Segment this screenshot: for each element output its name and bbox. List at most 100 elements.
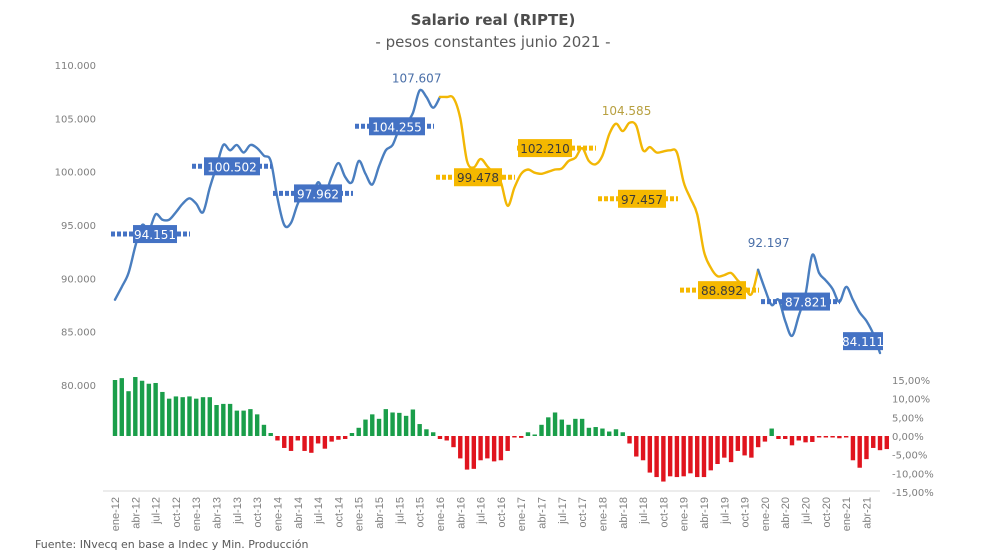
average-label: 94.151 (134, 228, 176, 242)
yoy-bar-positive (166, 398, 172, 436)
x-axis-tick: jul-13 (232, 497, 244, 525)
yoy-bar-positive (383, 409, 388, 436)
yoy-bar-negative (654, 436, 659, 478)
yoy-bar-positive (227, 403, 233, 436)
yoy-bar-positive (160, 391, 165, 436)
yoy-bar-positive (417, 424, 422, 436)
yoy-bar-negative (857, 436, 862, 468)
yoy-bar-negative (437, 436, 443, 439)
x-axis-tick: oct-13 (252, 497, 264, 528)
source-note: Fuente: INvecq en base a Indec y Min. Pr… (35, 538, 309, 551)
yoy-bar-positive (573, 418, 578, 436)
yoy-bar-negative (336, 436, 341, 440)
yoy-bar-positive (254, 414, 260, 436)
yoy-bar-negative (444, 436, 449, 441)
yoy-bar-positive (559, 419, 565, 436)
average-label-box (204, 157, 260, 176)
average-label: 87.821 (785, 296, 827, 310)
yoy-bar-positive (390, 412, 395, 436)
x-axis-tick: oct-15 (415, 497, 427, 528)
yoy-bar-positive (187, 396, 192, 436)
yoy-bar-negative (342, 436, 348, 439)
yoy-bar-positive (146, 383, 152, 436)
right-axis-tick: 15,00% (892, 376, 930, 387)
yoy-bar-negative (850, 436, 856, 461)
x-axis-tick: oct-19 (740, 497, 752, 528)
yoy-bar-positive (200, 397, 206, 436)
yoy-bar-negative (498, 436, 504, 461)
x-axis-tick: oct-14 (333, 497, 345, 528)
yoy-bar-negative (458, 436, 463, 459)
yoy-bar-positive (586, 427, 592, 436)
yoy-bar-negative (810, 436, 815, 442)
x-axis-tick: abr-20 (780, 497, 792, 529)
yoy-bar-negative (755, 436, 761, 448)
yoy-bar-negative (647, 436, 653, 473)
yoy-bar-positive (370, 414, 375, 436)
right-axis-tick: 10,00% (892, 395, 930, 406)
x-axis-tick: jul-14 (313, 497, 325, 525)
chart-subtitle: - pesos constantes junio 2021 - (375, 33, 610, 51)
x-axis-tick: abr-13 (212, 497, 224, 529)
yoy-bar-negative (735, 436, 741, 451)
average-label: 88.892 (701, 284, 743, 298)
x-axis-tick: abr-12 (130, 497, 142, 529)
yoy-bar-positive (579, 418, 585, 436)
average-label: 104.255 (372, 120, 422, 134)
salary-line-segment-blue (113, 88, 442, 301)
yoy-bar-positive (221, 403, 226, 436)
x-axis-tick: ene-20 (760, 497, 772, 531)
yoy-bar-positive (248, 409, 253, 436)
yoy-bar-positive (397, 412, 402, 436)
average-label: 97.962 (297, 187, 339, 201)
yoy-bar-positive (356, 427, 361, 436)
average-label-box (698, 281, 746, 300)
yoy-bar-positive (552, 412, 558, 436)
left-axis-tick: 105.000 (55, 114, 96, 125)
yoy-bar-positive (126, 391, 131, 436)
yoy-bar-positive (430, 432, 436, 436)
x-axis-tick: jul-12 (151, 497, 163, 525)
yoy-bar-negative (288, 436, 294, 451)
yoy-bars (112, 377, 889, 482)
yoy-bar-positive (525, 432, 531, 436)
salary-line-segment-yellow (438, 95, 760, 297)
yoy-bar-negative (478, 436, 483, 461)
right-axis-tick: -5,00% (892, 451, 927, 462)
x-axis-tick: abr-18 (618, 497, 630, 529)
yoy-bar-positive (769, 428, 774, 436)
average-label-box (133, 225, 177, 244)
average-label: 99.478 (457, 171, 499, 185)
period-averages: 94.151 100.502 97.962 104.255 99.478 102.210 9… (111, 117, 884, 351)
yoy-bar-positive (241, 410, 246, 436)
peak-label: 107.607 (392, 72, 442, 86)
yoy-bar-negative (701, 436, 707, 478)
yoy-bar-positive (207, 397, 212, 436)
yoy-bar-negative (627, 436, 632, 444)
yoy-bar-positive (194, 398, 199, 436)
x-axis-tick: jul-17 (557, 497, 569, 525)
yoy-bar-negative (282, 436, 287, 448)
yoy-bar-negative (640, 436, 646, 461)
yoy-bar-negative (681, 436, 686, 477)
x-axis-tick: jul-20 (801, 497, 813, 525)
average-label-box (294, 184, 342, 203)
x-axis-tick: ene-16 (435, 497, 447, 531)
x-axis-tick: oct-20 (821, 497, 833, 528)
yoy-bar-negative (451, 436, 456, 448)
x-axis-tick: oct-12 (171, 497, 183, 528)
yoy-bar-positive (403, 415, 409, 436)
yoy-bar-negative (512, 436, 517, 438)
right-axis-tick: -15,00% (892, 488, 934, 499)
right-axis: 15,00% 10,00% 5,00% 0,00% -5,00% -10,00% -15,0… (892, 376, 934, 499)
yoy-bar-positive (546, 417, 551, 436)
yoy-bar-negative (674, 436, 680, 478)
average-label-box (618, 189, 666, 208)
peak-label: 104.585 (602, 104, 652, 118)
left-axis-tick: 85.000 (61, 328, 96, 339)
right-axis-tick: 0,00% (892, 432, 924, 443)
yoy-bar-positive (376, 418, 382, 436)
x-axis-tick: jul-16 (476, 497, 488, 525)
yoy-bar-negative (309, 436, 314, 453)
x-axis-tick: abr-15 (374, 497, 386, 529)
